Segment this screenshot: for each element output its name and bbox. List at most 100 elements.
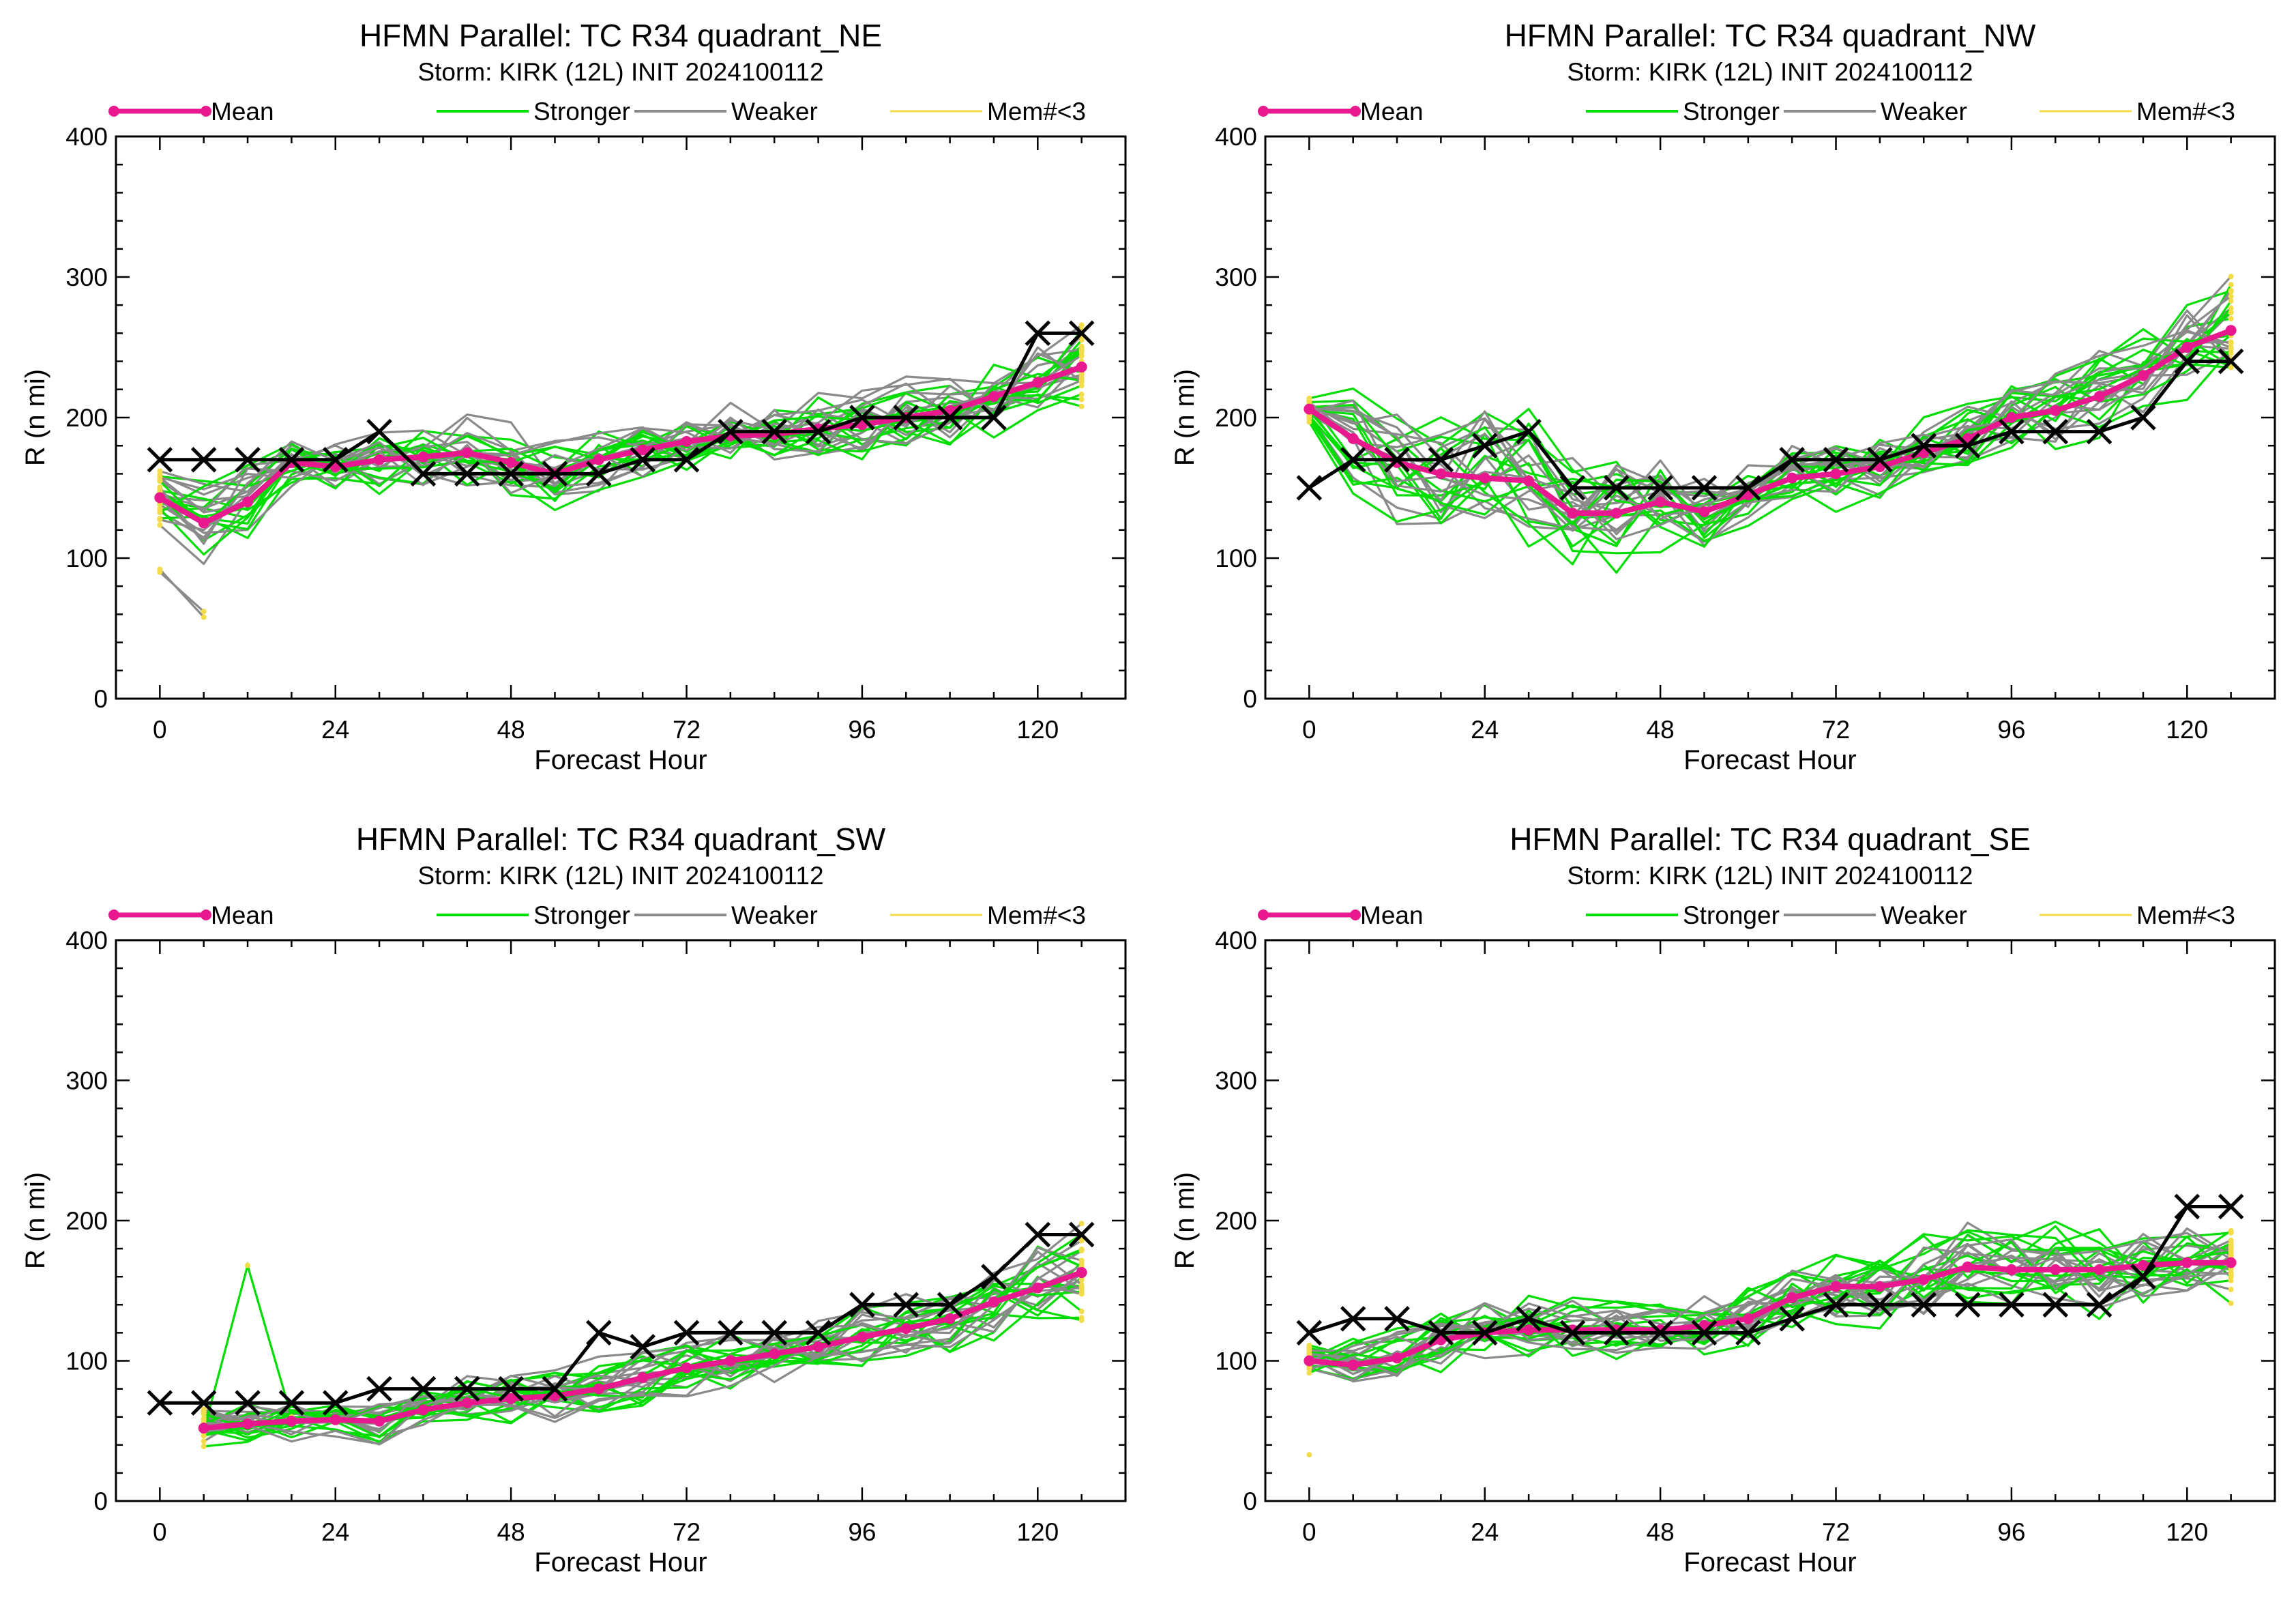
best-track-marker [190, 1390, 217, 1416]
member-point [2228, 288, 2234, 294]
mean-point [2225, 325, 2237, 336]
x-tick-label: 0 [1302, 716, 1316, 744]
mean-point [2050, 1264, 2061, 1275]
y-tick-label: 300 [65, 1067, 108, 1095]
mean-point [1962, 1261, 1973, 1272]
best-track-marker [1647, 1320, 1673, 1346]
member-point [1306, 1365, 1312, 1371]
best-track-marker [1428, 1320, 1454, 1346]
legend-label-weaker: Weaker [731, 98, 818, 126]
chart-panel-1: HFMN Parallel: TC R34 quadrant_NE Storm: … [20, 18, 1127, 775]
mean-point [2181, 1257, 2193, 1268]
mean-line [1308, 1259, 2231, 1368]
mean-point [1076, 361, 1087, 373]
best-track-marker [366, 1375, 392, 1402]
best-track-marker [410, 1375, 437, 1402]
weaker-member-line [1309, 1239, 2232, 1359]
mean-point [2225, 1257, 2237, 1268]
legend-label-few_members: Mem#<3 [2136, 98, 2235, 126]
legend-label-stronger: Stronger [533, 901, 630, 929]
mean-point [988, 391, 999, 403]
x-tick-label: 24 [1471, 716, 1499, 744]
best-track-marker [147, 447, 173, 473]
mean-point [1874, 1281, 1885, 1292]
member-point [1078, 1247, 1085, 1253]
stronger-member-line [1308, 1228, 2231, 1374]
member-point [1306, 1370, 1312, 1376]
member-point [2228, 1270, 2234, 1276]
chart-panel-2: HFMN Parallel: TC R34 quadrant_NW Storm: … [1170, 18, 2276, 775]
mean-point [2137, 1259, 2149, 1271]
member-point [1078, 379, 1085, 385]
x-tick-label: 96 [1997, 716, 2025, 744]
mean-point [856, 1331, 868, 1343]
member-point [2228, 293, 2234, 300]
legend-swatch-dot [1258, 909, 1269, 920]
best-track-marker [454, 1375, 480, 1402]
best-track-marker [937, 405, 963, 431]
mean-point [198, 1423, 209, 1434]
mean-point [1742, 1313, 1754, 1324]
legend-swatch-dot [108, 909, 119, 920]
legend-label-stronger: Stronger [533, 98, 630, 126]
chart-title: HFMN Parallel: TC R34 quadrant_SW [356, 821, 886, 857]
mean-point [505, 456, 517, 468]
member-point [2228, 1245, 2234, 1251]
stronger-member-line [1308, 348, 2232, 574]
member-point [157, 474, 163, 480]
chart-legend: Mean Stronger Weaker Mem#<3 [1258, 98, 2235, 126]
member-point [1078, 322, 1085, 328]
stronger-member-line [159, 329, 1083, 514]
member-point [2228, 1237, 2234, 1243]
best-track-marker [1604, 475, 1630, 501]
best-track-marker [1999, 418, 2025, 445]
mean-point [2005, 1264, 2017, 1275]
y-tick-label: 0 [1243, 685, 1257, 713]
stronger-member-line [1309, 300, 2233, 525]
y-tick-label: 200 [65, 1207, 108, 1235]
y-tick-label: 400 [65, 927, 108, 955]
y-tick-label: 400 [1215, 123, 1257, 151]
best-track-line [160, 1233, 1082, 1405]
x-tick-label: 0 [1302, 1518, 1316, 1546]
best-track-marker [1779, 447, 1805, 473]
y-axis-label: R (n mi) [1170, 369, 1200, 466]
best-track-marker [1691, 475, 1718, 501]
x-tick-label: 0 [153, 1518, 167, 1546]
best-track-marker [718, 1320, 744, 1346]
weaker-member-line [1308, 1221, 2232, 1367]
mean-point [461, 447, 473, 458]
best-track-line [1308, 360, 2231, 490]
mean-point [1567, 508, 1578, 519]
best-track-marker [2130, 1264, 2156, 1290]
member-point [2228, 298, 2234, 304]
best-track-marker [454, 461, 480, 487]
member-point [1306, 419, 1312, 425]
plot-area [1296, 274, 2244, 574]
y-tick-label: 300 [1215, 1067, 1257, 1095]
member-point [1306, 1351, 1312, 1357]
best-track-marker [366, 418, 392, 445]
member-point [157, 478, 163, 484]
best-track-marker [1384, 1306, 1410, 1332]
mean-point [593, 454, 604, 465]
x-tick-label: 0 [153, 716, 167, 744]
best-track-marker [235, 447, 261, 473]
mean-point [2137, 370, 2149, 381]
x-tick-label: 48 [1647, 1518, 1675, 1546]
member-point [201, 609, 207, 615]
member-point [2228, 346, 2234, 352]
legend-label-weaker: Weaker [731, 901, 818, 929]
legend-label-stronger: Stronger [1683, 98, 1780, 126]
member-point [1078, 1277, 1085, 1283]
member-point [1078, 345, 1085, 351]
best-track-marker [1559, 475, 1586, 501]
member-point [201, 1443, 207, 1449]
chart-title: HFMN Parallel: TC R34 quadrant_SE [1510, 821, 2031, 857]
y-tick-label: 100 [1215, 544, 1257, 572]
legend-label-few_members: Mem#<3 [2136, 901, 2235, 929]
best-track-marker [2042, 1292, 2069, 1318]
x-axis-label: Forecast Hour [1683, 1547, 1856, 1577]
member-point [157, 484, 163, 491]
legend-swatch-dot [1350, 106, 1361, 117]
